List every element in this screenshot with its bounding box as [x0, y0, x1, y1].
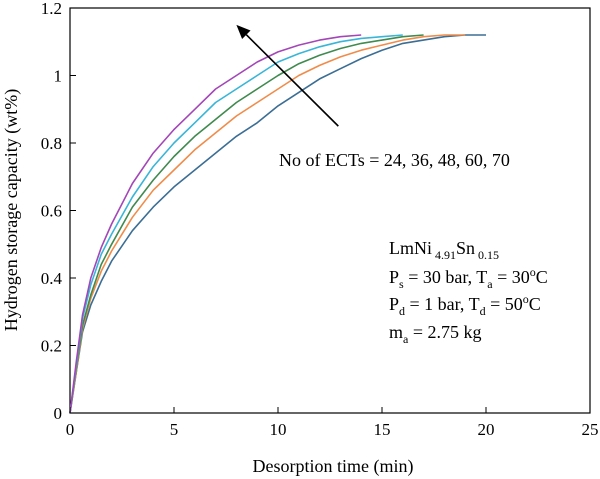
series-line-5 [69, 34, 362, 414]
alloy-sub-sn: 0.15 [478, 248, 499, 262]
ta-unit: C [536, 267, 548, 287]
ta-value: = 30 [493, 267, 530, 287]
ma-value: = 2.75 kg [408, 322, 481, 342]
series-line-1 [69, 34, 486, 414]
arrow-shaft [245, 34, 339, 127]
x-tick-label: 20 [478, 420, 495, 439]
direction-arrow [236, 24, 339, 127]
discharge-conditions-label: Pd = 1 bar, Td = 50oC [389, 292, 541, 318]
axes [69, 7, 591, 414]
series-layer [69, 34, 486, 414]
ticks: 0 5 10 15 20 25 0 0.2 0.4 0.6 0.8 1 1.2 [41, 0, 599, 439]
arrow-head [236, 24, 251, 39]
y-axis-label: Hydrogen storage capacity (wt%) [1, 89, 22, 331]
alloy-label: LmNi 4.91Sn 0.15 [389, 238, 499, 262]
td-value: = 50 [486, 294, 523, 314]
series-line-4 [69, 34, 403, 414]
ma-subscript: a [403, 332, 409, 346]
ps-symbol: P [389, 267, 399, 287]
x-tick-label: 5 [170, 420, 179, 439]
x-tick-label: 25 [582, 420, 599, 439]
ma-symbol: m [389, 322, 403, 342]
alloy-sub-ni: 4.91 [435, 248, 456, 262]
y-tick-label: 0.6 [41, 202, 62, 221]
conditions-annotation: LmNi 4.91Sn 0.15 Ps = 30 bar, Ta = 30oC Pd… [389, 238, 548, 346]
y-tick-label: 0 [54, 404, 63, 423]
td-unit: C [529, 294, 541, 314]
y-tick-label: 1.2 [41, 0, 62, 18]
td-subscript: d [480, 304, 486, 318]
ps-subscript: s [399, 277, 404, 291]
alloy-mid: Sn [456, 238, 475, 258]
supply-conditions-label: Ps = 30 bar, Ta = 30oC [389, 265, 548, 291]
td-degree: o [523, 292, 529, 306]
x-tick-label: 15 [374, 420, 391, 439]
pd-subscript: d [399, 304, 405, 318]
plot-frame [69, 7, 591, 414]
pd-mid: = 1 bar, T [405, 294, 480, 314]
pd-symbol: P [389, 294, 399, 314]
ta-subscript: a [487, 277, 493, 291]
ta-degree: o [530, 265, 536, 279]
x-tick-label: 0 [66, 420, 75, 439]
series-line-2 [69, 34, 466, 414]
x-axis-label: Desorption time (min) [253, 456, 414, 477]
alloy-base: LmNi [389, 238, 432, 258]
mass-label: ma = 2.75 kg [389, 322, 482, 346]
y-tick-label: 0.2 [41, 337, 62, 356]
y-tick-label: 1 [54, 67, 63, 86]
y-tick-label: 0.4 [41, 269, 63, 288]
series-line-3 [69, 34, 424, 414]
ps-mid: = 30 bar, T [404, 267, 488, 287]
ects-annotation: No of ECTs = 24, 36, 48, 60, 70 [279, 150, 510, 170]
y-tick-label: 0.8 [41, 134, 62, 153]
x-tick-label: 10 [270, 420, 287, 439]
